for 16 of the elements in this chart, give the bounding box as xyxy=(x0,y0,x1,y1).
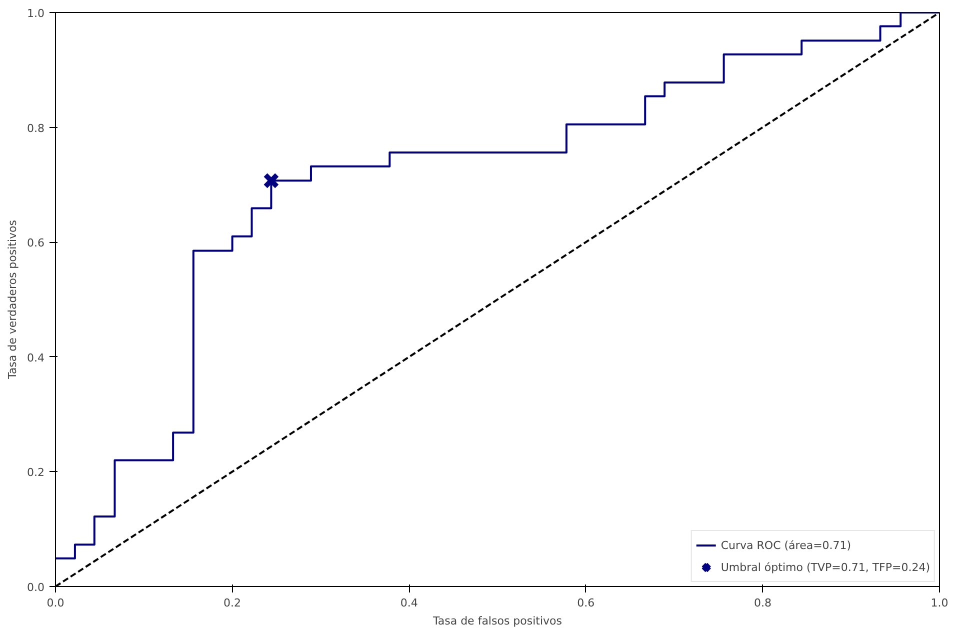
x-axis-title: Tasa de falsos positivos xyxy=(432,614,562,628)
x-tick-label: 0.0 xyxy=(46,596,64,610)
y-tick-label: 0.0 xyxy=(27,581,45,594)
x-tick-label: 0.2 xyxy=(224,596,242,610)
legend-label: Umbral óptimo (TVP=0.71, TFP=0.24) xyxy=(720,560,930,574)
x-tick-label: 1.0 xyxy=(930,596,948,610)
y-axis-title: Tasa de verdaderos positivos xyxy=(6,220,20,380)
x-tick-label: 0.4 xyxy=(400,596,418,610)
y-tick-label: 0.2 xyxy=(27,466,45,480)
y-tick-label: 1.0 xyxy=(27,7,45,20)
y-tick-label: 0.4 xyxy=(27,351,45,364)
legend-label: Curva ROC (área=0.71) xyxy=(720,538,852,552)
x-tick-label: 0.8 xyxy=(754,596,772,610)
y-tick-label: 0.6 xyxy=(27,236,45,250)
y-tick-label: 0.8 xyxy=(27,122,45,135)
x-tick-label: 0.6 xyxy=(577,596,595,610)
